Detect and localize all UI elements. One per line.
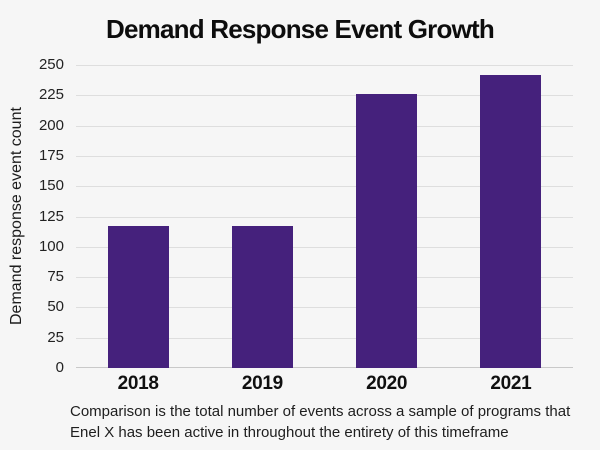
bar-2020 [356,94,418,368]
gridline-25 [76,337,573,339]
bar-2018 [107,226,169,368]
caption: Comparison is the total number of events… [70,401,570,443]
gridline-75 [76,277,573,279]
y-tick-label-175: 175 [38,146,64,164]
y-tick-label-225: 225 [38,86,64,104]
gridline-175 [76,155,573,157]
y-tick-label-0: 0 [55,359,64,376]
gridline-0 [76,367,573,368]
y-tick-label-150: 150 [38,177,64,195]
y-tick-label-200: 200 [38,116,64,134]
bar-2021 [480,74,542,368]
x-tick-label-2018: 2018 [117,373,159,394]
gridline-100 [76,246,573,248]
caption-line: Comparison is the total number of events… [70,403,571,420]
y-tick-label-25: 25 [47,328,64,346]
bar-2019 [231,226,293,368]
x-tick-label-2020: 2020 [366,373,408,394]
y-tick-label-50: 50 [47,298,64,316]
chart-title: Demand Response Event Growth [106,14,495,44]
gridline-250 [76,65,573,66]
gridline-125 [76,216,573,218]
gridline-200 [76,125,573,127]
y-tick-label-75: 75 [47,268,64,286]
gridline-50 [76,307,573,309]
y-tick-label-250: 250 [38,56,64,73]
x-tick-label-2021: 2021 [490,373,532,394]
y-tick-label-100: 100 [38,237,64,255]
y-tick-label-125: 125 [38,207,64,225]
plot-area [76,65,573,368]
gridline-150 [76,186,573,188]
x-tick-label-2019: 2019 [241,373,283,394]
gridline-225 [76,95,573,97]
caption-line: Enel X has been active in throughout the… [70,424,509,441]
